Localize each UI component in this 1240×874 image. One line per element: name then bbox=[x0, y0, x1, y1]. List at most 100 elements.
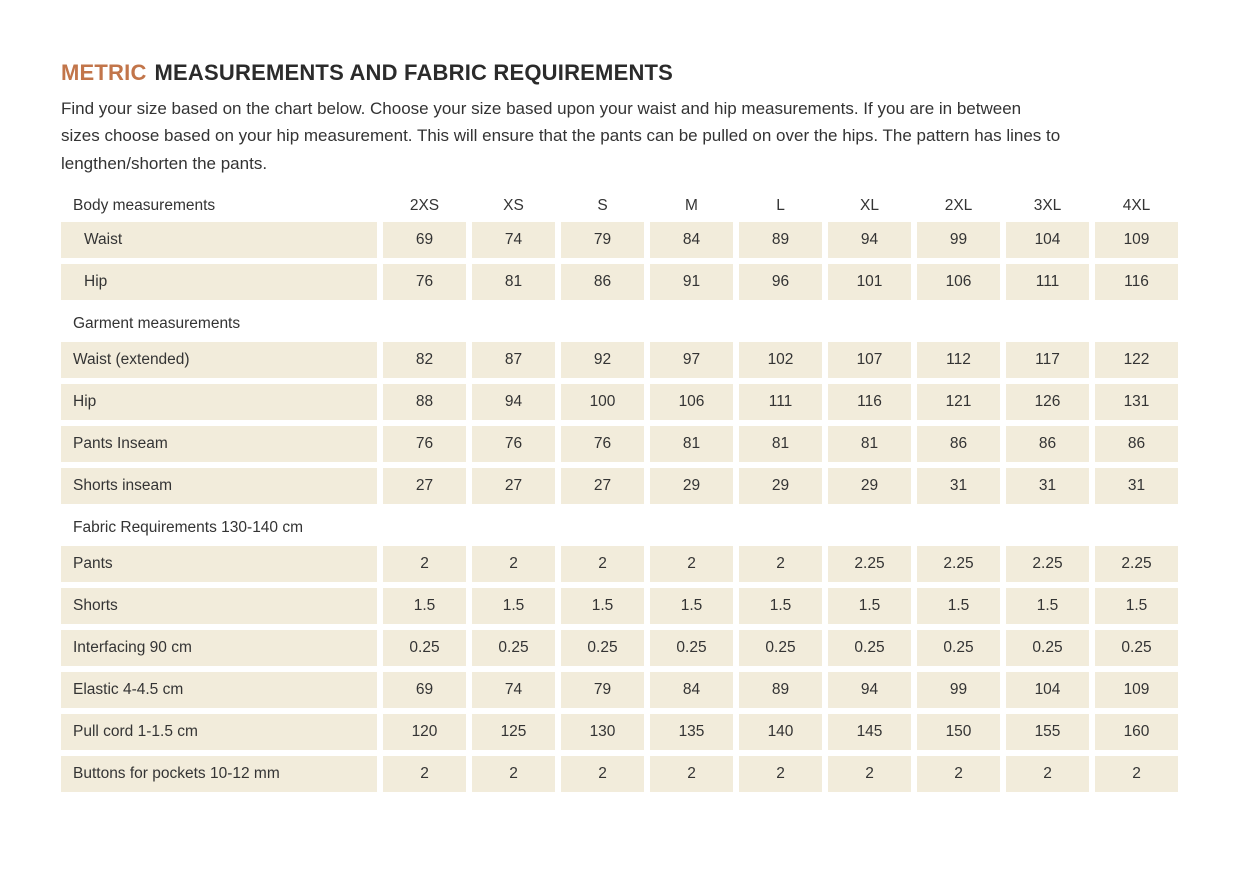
value-cell: 2 bbox=[650, 756, 733, 792]
value-cell: 100 bbox=[561, 384, 644, 420]
value-cell: 155 bbox=[1006, 714, 1089, 750]
value-cell: 117 bbox=[1006, 342, 1089, 378]
size-header-cell: L bbox=[776, 196, 785, 214]
value-cell: 29 bbox=[650, 468, 733, 504]
value-cell: 1.5 bbox=[472, 588, 555, 624]
value-cell: 79 bbox=[561, 672, 644, 708]
value-cell: 86 bbox=[917, 426, 1000, 462]
value-cell: 99 bbox=[917, 672, 1000, 708]
size-table: Body measurements 2XS XS S M L XL 2XL 3XL 4XL Wais… bbox=[61, 189, 1179, 792]
value-cell: 0.25 bbox=[739, 630, 822, 666]
value-cell: 111 bbox=[739, 384, 822, 420]
value-cell: 109 bbox=[1095, 222, 1178, 258]
row-label: Elastic 4-4.5 cm bbox=[61, 672, 377, 708]
value-cell: 116 bbox=[828, 384, 911, 420]
value-cell: 86 bbox=[561, 264, 644, 300]
value-cell: 2 bbox=[917, 756, 1000, 792]
value-cell: 81 bbox=[472, 264, 555, 300]
value-cell: 97 bbox=[650, 342, 733, 378]
value-cell: 1.5 bbox=[650, 588, 733, 624]
row-label: Interfacing 90 cm bbox=[61, 630, 377, 666]
value-cell: 2.25 bbox=[828, 546, 911, 582]
size-header-cell: 2XL bbox=[944, 196, 973, 214]
table-header-row: Body measurements 2XS XS S M L XL 2XL 3XL 4XL bbox=[61, 189, 1179, 222]
value-cell: 79 bbox=[561, 222, 644, 258]
value-cell: 1.5 bbox=[828, 588, 911, 624]
table-row: Hip 88 94 100 106 111 116 121 126 131 bbox=[61, 384, 1179, 420]
value-cell: 2 bbox=[472, 756, 555, 792]
intro-line: lengthen/shorten the pants. bbox=[61, 154, 268, 173]
value-cell: 2 bbox=[561, 546, 644, 582]
value-cell: 1.5 bbox=[739, 588, 822, 624]
value-cell: 86 bbox=[1006, 426, 1089, 462]
value-cell: 1.5 bbox=[917, 588, 1000, 624]
row-label: Shorts bbox=[61, 588, 377, 624]
value-cell: 84 bbox=[650, 672, 733, 708]
value-cell: 140 bbox=[739, 714, 822, 750]
value-cell: 91 bbox=[650, 264, 733, 300]
value-cell: 135 bbox=[650, 714, 733, 750]
value-cell: 89 bbox=[739, 672, 822, 708]
table-row: Buttons for pockets 10-12 mm 2 2 2 2 2 2 2 2 2 bbox=[61, 756, 1179, 792]
value-cell: 101 bbox=[828, 264, 911, 300]
value-cell: 104 bbox=[1006, 672, 1089, 708]
size-header-cell: 2XS bbox=[409, 196, 440, 214]
value-cell: 0.25 bbox=[828, 630, 911, 666]
section-header-label: Fabric Requirements 130-140 cm bbox=[73, 519, 304, 536]
row-label: Shorts inseam bbox=[61, 468, 377, 504]
value-cell: 94 bbox=[472, 384, 555, 420]
table-row: Interfacing 90 cm 0.25 0.25 0.25 0.25 0.25 0.2… bbox=[61, 630, 1179, 666]
page-title-highlight: METRIC bbox=[61, 60, 147, 85]
value-cell: 31 bbox=[1095, 468, 1178, 504]
size-header-cell: 4XL bbox=[1122, 196, 1151, 214]
value-cell: 84 bbox=[650, 222, 733, 258]
table-row: Pants Inseam 76 76 76 81 81 81 86 86 86 bbox=[61, 426, 1179, 462]
value-cell: 0.25 bbox=[1006, 630, 1089, 666]
value-cell: 2.25 bbox=[1095, 546, 1178, 582]
value-cell: 76 bbox=[383, 426, 466, 462]
value-cell: 74 bbox=[472, 672, 555, 708]
value-cell: 107 bbox=[828, 342, 911, 378]
value-cell: 2.25 bbox=[1006, 546, 1089, 582]
value-cell: 109 bbox=[1095, 672, 1178, 708]
value-cell: 27 bbox=[472, 468, 555, 504]
value-cell: 0.25 bbox=[561, 630, 644, 666]
value-cell: 125 bbox=[472, 714, 555, 750]
table-row: Hip 76 81 86 91 96 101 106 111 116 bbox=[61, 264, 1179, 300]
row-label: Buttons for pockets 10-12 mm bbox=[61, 756, 377, 792]
value-cell: 2 bbox=[1095, 756, 1178, 792]
table-row: Waist (extended) 82 87 92 97 102 107 112 117 122 bbox=[61, 342, 1179, 378]
value-cell: 94 bbox=[828, 222, 911, 258]
value-cell: 76 bbox=[561, 426, 644, 462]
size-header-cell: M bbox=[685, 196, 698, 214]
value-cell: 111 bbox=[1006, 264, 1089, 300]
row-label: Pants bbox=[61, 546, 377, 582]
value-cell: 2 bbox=[383, 756, 466, 792]
section-header-row: Garment measurements bbox=[61, 306, 1179, 342]
value-cell: 160 bbox=[1095, 714, 1178, 750]
value-cell: 0.25 bbox=[383, 630, 466, 666]
table-row: Pull cord 1-1.5 cm 120 125 130 135 140 145 150 1… bbox=[61, 714, 1179, 750]
value-cell: 76 bbox=[383, 264, 466, 300]
row-label: Hip bbox=[61, 384, 377, 420]
value-cell: 89 bbox=[739, 222, 822, 258]
value-cell: 150 bbox=[917, 714, 1000, 750]
row-label: Hip bbox=[61, 264, 377, 300]
value-cell: 87 bbox=[472, 342, 555, 378]
row-label: Waist (extended) bbox=[61, 342, 377, 378]
value-cell: 1.5 bbox=[383, 588, 466, 624]
value-cell: 2 bbox=[739, 546, 822, 582]
value-cell: 2 bbox=[828, 756, 911, 792]
value-cell: 2 bbox=[561, 756, 644, 792]
value-cell: 29 bbox=[828, 468, 911, 504]
intro-line: sizes choose based on your hip measureme… bbox=[61, 126, 1061, 145]
value-cell: 2 bbox=[383, 546, 466, 582]
value-cell: 31 bbox=[1006, 468, 1089, 504]
value-cell: 94 bbox=[828, 672, 911, 708]
value-cell: 27 bbox=[383, 468, 466, 504]
value-cell: 92 bbox=[561, 342, 644, 378]
value-cell: 0.25 bbox=[917, 630, 1000, 666]
value-cell: 82 bbox=[383, 342, 466, 378]
value-cell: 69 bbox=[383, 222, 466, 258]
intro-paragraph: Find your size based on the chart below.… bbox=[61, 95, 1179, 177]
